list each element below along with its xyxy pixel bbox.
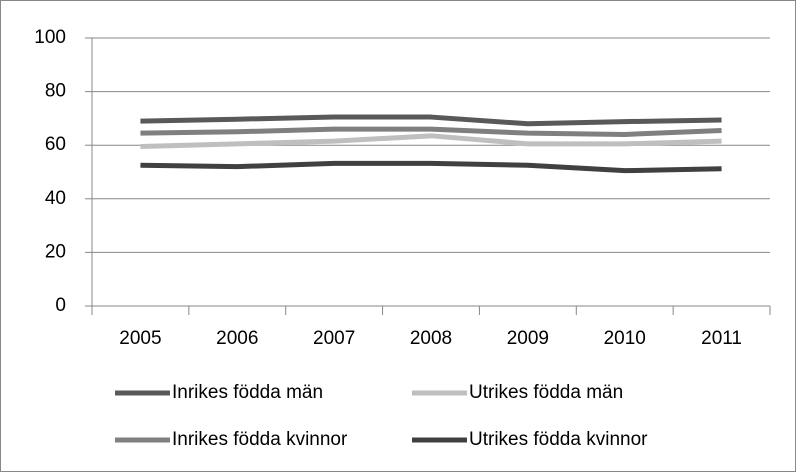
x-tick-label: 2008 [410,328,452,349]
series-line [140,160,722,174]
y-tick-label: 20 [45,241,66,262]
y-tick-label: 40 [45,188,66,209]
x-tick-label: 2011 [701,328,742,349]
series-line [140,133,722,150]
legend-label: Inrikes födda män [172,382,323,403]
x-tick-label: 2006 [216,328,258,349]
x-tick-label: 2007 [313,328,355,349]
legend-label: Utrikes födda män [469,382,623,403]
y-tick-label: 100 [34,27,66,48]
series-line [140,114,722,127]
y-tick-label: 60 [45,134,66,155]
series-line [140,126,722,137]
x-tick-label: 2010 [604,328,646,349]
y-tick-label: 80 [45,81,66,102]
x-tick-label: 2005 [119,328,161,349]
y-tick-label: 0 [55,295,66,316]
x-tick-label: 2009 [507,328,549,349]
legend-label: Utrikes födda kvinnor [469,429,648,450]
legend-label: Inrikes födda kvinnor [172,429,348,450]
